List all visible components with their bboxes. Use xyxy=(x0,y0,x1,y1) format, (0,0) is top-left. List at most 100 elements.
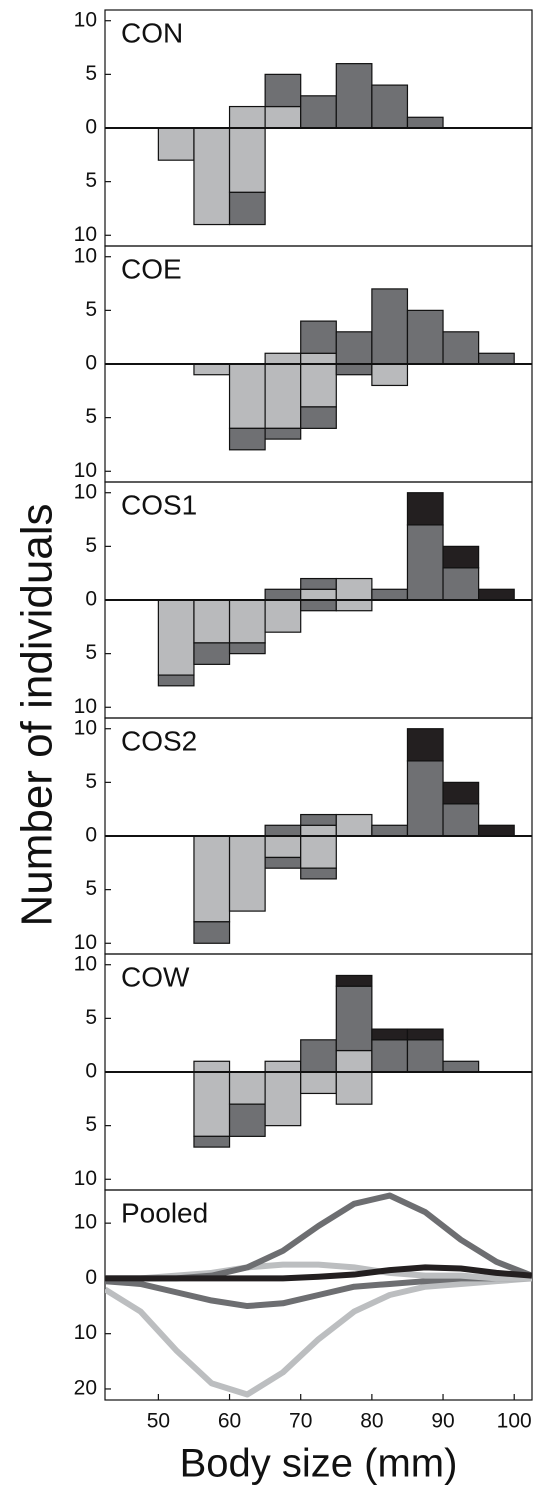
panel-label: COW xyxy=(121,961,190,992)
bar xyxy=(371,1039,409,1073)
bar xyxy=(335,813,373,837)
y-tick-label: 5 xyxy=(85,405,97,428)
bar xyxy=(228,105,266,129)
bar xyxy=(335,1071,373,1105)
bar xyxy=(193,599,231,644)
bar xyxy=(228,1071,266,1105)
bar xyxy=(193,642,231,665)
bar xyxy=(335,363,373,376)
panel-label: Pooled xyxy=(121,1197,208,1228)
bar xyxy=(406,309,444,365)
y-tick-label: 10 xyxy=(74,1321,97,1344)
bar xyxy=(442,545,480,569)
bar xyxy=(300,352,337,365)
bar xyxy=(478,824,515,837)
y-tick-label: 0 xyxy=(85,1266,97,1289)
bar xyxy=(157,674,195,687)
bar xyxy=(157,127,195,161)
bar xyxy=(478,588,515,601)
bar xyxy=(371,1028,409,1041)
bar xyxy=(228,427,266,451)
bar xyxy=(335,63,373,129)
y-tick-label: 10 xyxy=(74,931,97,954)
y-tick-label: 5 xyxy=(85,1113,97,1136)
line xyxy=(105,1264,532,1282)
bar xyxy=(264,1060,302,1073)
bar xyxy=(406,760,444,837)
bar xyxy=(300,577,337,590)
y-tick-label: 10 xyxy=(74,1211,97,1234)
bar xyxy=(264,427,302,440)
bar xyxy=(300,1071,337,1095)
x-axis-title: Body size (mm) xyxy=(180,1442,458,1486)
y-tick-label: 0 xyxy=(85,824,97,847)
bar xyxy=(335,577,373,601)
x-tick-label: 100 xyxy=(497,1410,532,1433)
bar xyxy=(442,567,480,601)
panel-label: COE xyxy=(121,253,182,284)
y-tick-label: 0 xyxy=(85,1060,97,1083)
bar xyxy=(300,1039,337,1073)
panel-label: CON xyxy=(121,17,183,48)
bar xyxy=(193,835,231,923)
bar xyxy=(228,363,266,429)
y-tick-label: 10 xyxy=(74,480,97,503)
y-tick-label: 10 xyxy=(74,695,97,718)
y-tick-label: 0 xyxy=(85,352,97,375)
y-tick-label: 5 xyxy=(85,877,97,900)
y-tick-label: 5 xyxy=(85,770,97,793)
bar xyxy=(264,856,302,869)
bar xyxy=(157,599,195,676)
bar xyxy=(193,921,231,944)
y-tick-label: 5 xyxy=(85,169,97,192)
bar xyxy=(300,824,337,837)
bar xyxy=(228,599,266,644)
bar xyxy=(228,127,266,193)
bar xyxy=(300,588,337,601)
bar xyxy=(264,105,302,129)
bar xyxy=(371,84,409,129)
bar xyxy=(406,1028,444,1041)
bar xyxy=(406,1039,444,1073)
y-tick-label: 0 xyxy=(85,116,97,139)
bar xyxy=(300,835,337,869)
bar xyxy=(228,191,266,226)
bar xyxy=(442,1060,480,1073)
bar xyxy=(264,352,302,365)
bar xyxy=(335,985,373,1052)
y-tick-label: 10 xyxy=(74,244,97,267)
x-tick-label: 50 xyxy=(147,1410,170,1433)
y-tick-label: 5 xyxy=(85,641,97,664)
panel-label: COS1 xyxy=(121,489,197,520)
y-tick-label: 5 xyxy=(85,534,97,557)
x-tick-label: 90 xyxy=(431,1410,454,1433)
bar xyxy=(193,363,231,376)
bar xyxy=(228,642,266,655)
bar xyxy=(406,524,444,601)
y-tick-label: 5 xyxy=(85,62,97,85)
line xyxy=(105,1275,532,1398)
bar xyxy=(371,288,409,365)
bar xyxy=(335,1049,373,1073)
bar xyxy=(371,824,409,837)
bar xyxy=(300,95,337,129)
bar xyxy=(442,781,480,805)
bar xyxy=(264,824,302,837)
bar xyxy=(335,331,373,365)
x-tick-label: 60 xyxy=(218,1410,241,1433)
bar xyxy=(300,363,337,408)
x-tick-label: 80 xyxy=(360,1410,383,1433)
bar xyxy=(300,867,337,880)
y-tick-label: 10 xyxy=(74,223,97,246)
bar xyxy=(193,1071,231,1137)
bar xyxy=(264,588,302,601)
bar xyxy=(478,352,515,365)
bar xyxy=(228,1103,266,1137)
bar xyxy=(371,363,409,387)
y-tick-label: 10 xyxy=(74,8,97,31)
bar xyxy=(193,127,231,226)
bar xyxy=(228,835,266,912)
panel-label: COS2 xyxy=(121,725,197,756)
